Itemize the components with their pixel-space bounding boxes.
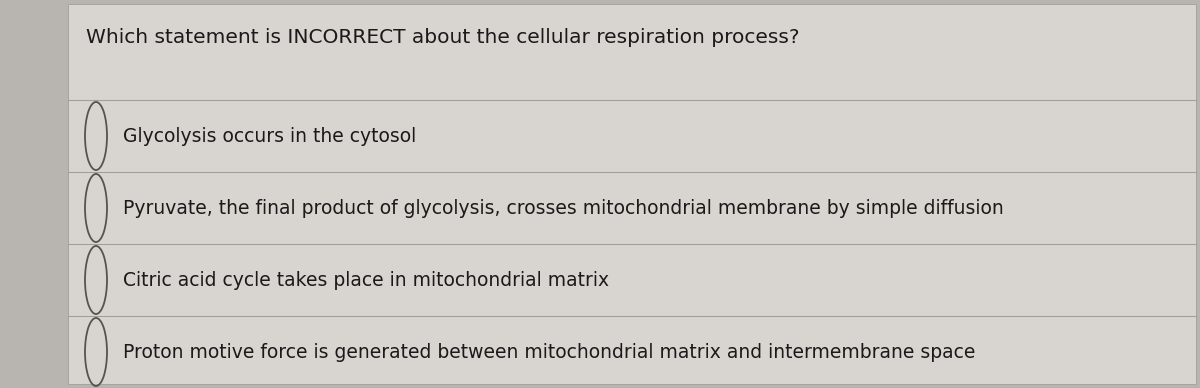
Text: Pyruvate, the final product of glycolysis, crosses mitochondrial membrane by sim: Pyruvate, the final product of glycolysi…	[124, 199, 1003, 218]
Text: Which statement is INCORRECT about the cellular respiration process?: Which statement is INCORRECT about the c…	[86, 28, 799, 47]
Text: Glycolysis occurs in the cytosol: Glycolysis occurs in the cytosol	[124, 126, 416, 146]
Text: Citric acid cycle takes place in mitochondrial matrix: Citric acid cycle takes place in mitocho…	[124, 270, 610, 289]
Text: Proton motive force is generated between mitochondrial matrix and intermembrane : Proton motive force is generated between…	[124, 343, 976, 362]
